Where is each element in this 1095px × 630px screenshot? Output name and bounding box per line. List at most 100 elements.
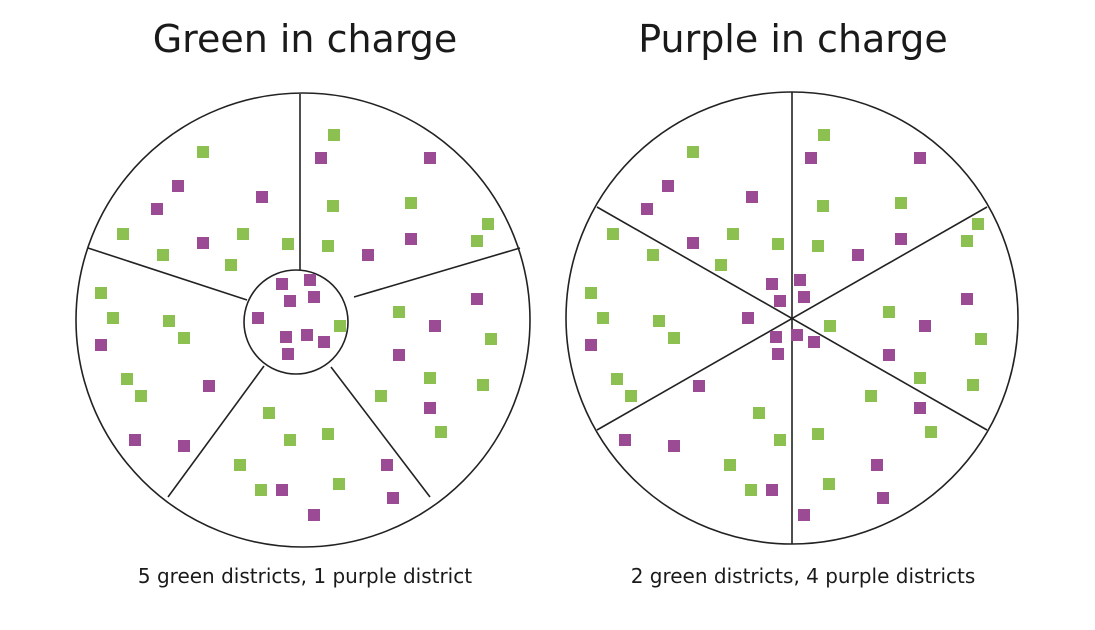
voter-square xyxy=(798,291,810,303)
voter-square xyxy=(746,191,758,203)
voter-square xyxy=(808,336,820,348)
voter-square xyxy=(121,373,133,385)
voter-square xyxy=(393,306,405,318)
voter-square xyxy=(647,249,659,261)
district-boundary xyxy=(330,366,431,498)
voter-square xyxy=(611,373,623,385)
voter-square xyxy=(135,390,147,402)
voter-square xyxy=(284,295,296,307)
voter-square xyxy=(282,348,294,360)
voter-square xyxy=(972,218,984,230)
voter-square xyxy=(318,336,330,348)
voter-square xyxy=(280,331,292,343)
voter-square xyxy=(157,249,169,261)
voter-square xyxy=(914,402,926,414)
voter-square xyxy=(791,329,803,341)
voter-square xyxy=(865,390,877,402)
voter-square xyxy=(477,379,489,391)
voter-square xyxy=(405,197,417,209)
voter-square xyxy=(334,320,346,332)
voter-square xyxy=(252,312,264,324)
voter-square xyxy=(424,402,436,414)
voter-square xyxy=(197,146,209,158)
voter-square xyxy=(381,459,393,471)
voter-square xyxy=(925,426,937,438)
voter-square xyxy=(625,390,637,402)
voter-square xyxy=(871,459,883,471)
voter-square xyxy=(687,237,699,249)
voter-square xyxy=(619,434,631,446)
voter-square xyxy=(322,428,334,440)
voter-square xyxy=(424,152,436,164)
voter-square xyxy=(766,278,778,290)
voter-square xyxy=(715,259,727,271)
right-map xyxy=(565,91,1019,545)
voter-square xyxy=(482,218,494,230)
voter-square xyxy=(234,459,246,471)
district-boundary xyxy=(596,206,988,431)
voter-square xyxy=(256,191,268,203)
voter-square xyxy=(641,203,653,215)
voter-square xyxy=(304,274,316,286)
panel-caption: 5 green districts, 1 purple district xyxy=(138,564,472,588)
voter-square xyxy=(172,180,184,192)
voter-square xyxy=(315,152,327,164)
voter-square xyxy=(772,348,784,360)
voter-square xyxy=(322,240,334,252)
voter-square xyxy=(817,200,829,212)
voter-square xyxy=(362,249,374,261)
voter-square xyxy=(178,440,190,452)
voter-square xyxy=(485,333,497,345)
voter-square xyxy=(967,379,979,391)
voter-square xyxy=(333,478,345,490)
voter-square xyxy=(178,332,190,344)
voter-square xyxy=(263,407,275,419)
voter-square xyxy=(812,240,824,252)
voter-square xyxy=(883,349,895,361)
voter-square xyxy=(471,293,483,305)
voter-square xyxy=(282,238,294,250)
voter-square xyxy=(961,235,973,247)
voter-square xyxy=(276,484,288,496)
voter-square xyxy=(225,259,237,271)
voter-square xyxy=(693,380,705,392)
voter-square xyxy=(823,478,835,490)
voter-square xyxy=(914,372,926,384)
voter-square xyxy=(95,287,107,299)
voter-square xyxy=(107,312,119,324)
voter-square xyxy=(471,235,483,247)
voter-square xyxy=(766,484,778,496)
panel-title: Purple in charge xyxy=(638,17,948,61)
voter-square xyxy=(770,331,782,343)
voter-square xyxy=(824,320,836,332)
voter-square xyxy=(435,426,447,438)
voter-square xyxy=(197,237,209,249)
voter-square xyxy=(805,152,817,164)
voter-square xyxy=(668,332,680,344)
district-boundary xyxy=(167,365,265,498)
panel-caption: 2 green districts, 4 purple districts xyxy=(631,564,976,588)
voter-square xyxy=(237,228,249,240)
voter-square xyxy=(255,484,267,496)
voter-square xyxy=(812,428,824,440)
voter-square xyxy=(919,320,931,332)
voter-square xyxy=(424,372,436,384)
voter-square xyxy=(877,492,889,504)
left-map xyxy=(75,92,531,548)
voter-square xyxy=(276,278,288,290)
voter-square xyxy=(284,434,296,446)
district-boundary xyxy=(87,247,248,301)
voter-square xyxy=(662,180,674,192)
voter-square xyxy=(375,390,387,402)
voter-square xyxy=(753,407,765,419)
voter-square xyxy=(151,203,163,215)
voters xyxy=(95,129,987,521)
voter-square xyxy=(975,333,987,345)
voter-square xyxy=(203,380,215,392)
voter-square xyxy=(687,146,699,158)
voter-square xyxy=(668,440,680,452)
voter-square xyxy=(653,315,665,327)
voter-square xyxy=(117,228,129,240)
